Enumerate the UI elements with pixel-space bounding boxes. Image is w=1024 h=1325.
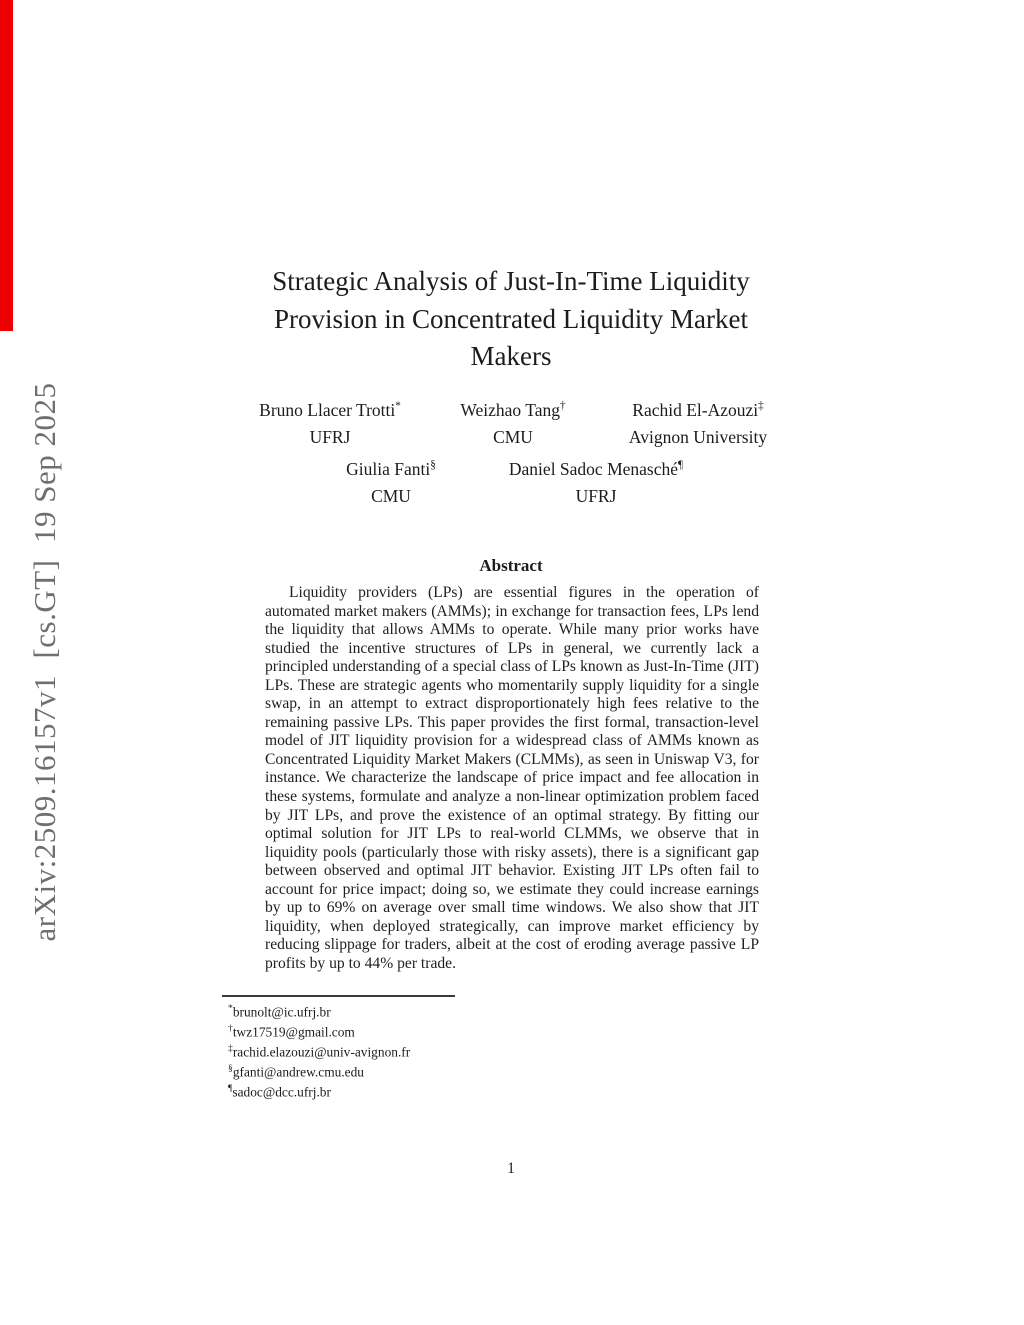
footnote-email: ‡rachid.elazouzi@univ-avignon.fr <box>228 1041 410 1061</box>
author-footnote-marker: † <box>559 400 566 412</box>
author-block: Rachid El-Azouzi‡ Avignon University <box>592 395 804 448</box>
author-footnote-marker: * <box>395 400 401 412</box>
title-line-2: Provision in Concentrated Liquidity Mark… <box>274 303 748 334</box>
author-block: Daniel Sadoc Menasché¶ UFRJ <box>471 454 721 507</box>
footnote-email: †twz17519@gmail.com <box>228 1021 410 1041</box>
title-line-1: Strategic Analysis of Just-In-Time Liqui… <box>272 266 750 296</box>
author-name-text: Weizhao Tang <box>460 399 560 420</box>
author-block: Bruno Llacer Trotti* UFRJ <box>230 395 430 448</box>
footnote-text: gfanti@andrew.cmu.edu <box>232 1064 364 1080</box>
author-name: Rachid El-Azouzi‡ <box>592 395 804 422</box>
author-footnote-marker: ‡ <box>758 400 764 412</box>
footnote-marker: § <box>228 1062 233 1074</box>
author-affiliation: UFRJ <box>309 426 351 447</box>
author-name-text: Rachid El-Azouzi <box>632 399 759 420</box>
page-number: 1 <box>507 1160 515 1177</box>
author-name: Daniel Sadoc Menasché¶ <box>471 454 721 481</box>
footnote-text: twz17519@gmail.com <box>232 1024 355 1040</box>
author-affiliation: UFRJ <box>575 485 617 506</box>
author-affiliation: Avignon University <box>628 426 768 447</box>
footnotes: *brunolt@ic.ufrj.br †twz17519@gmail.com … <box>228 1001 410 1100</box>
footnote-marker: † <box>228 1022 233 1034</box>
footnote-text: rachid.elazouzi@univ-avignon.fr <box>232 1044 411 1060</box>
author-footnote-marker: ¶ <box>678 459 684 471</box>
author-footnote-marker: § <box>430 459 436 471</box>
paper-title: Strategic Analysis of Just-In-Time Liqui… <box>223 263 799 376</box>
footnote-email: ¶sadoc@dcc.ufrj.br <box>228 1081 410 1101</box>
author-name: Weizhao Tang† <box>413 395 613 422</box>
author-block: Weizhao Tang† CMU <box>413 395 613 448</box>
author-name-text: Daniel Sadoc Menasché <box>508 458 679 479</box>
footnote-rule <box>222 995 455 997</box>
abstract-heading: Abstract <box>479 556 543 575</box>
footnote-email: §gfanti@andrew.cmu.edu <box>228 1061 410 1081</box>
footnote-text: brunolt@ic.ufrj.br <box>232 1004 331 1020</box>
author-block: Giulia Fanti§ CMU <box>291 454 491 507</box>
arxiv-watermark: arXiv:2509.16157v1 [cs.GT] 19 Sep 2025 <box>27 382 62 942</box>
abstract-text: Liquidity providers (LPs) are essential … <box>265 584 759 972</box>
footnote-text: sadoc@dcc.ufrj.br <box>232 1083 331 1099</box>
title-line-3: Makers <box>470 341 552 371</box>
footnote-marker: ‡ <box>228 1042 233 1054</box>
author-name-text: Bruno Llacer Trotti <box>259 399 396 420</box>
author-affiliation: CMU <box>371 485 411 506</box>
author-name-text: Giulia Fanti <box>346 458 431 479</box>
author-name: Bruno Llacer Trotti* <box>230 395 430 422</box>
author-name: Giulia Fanti§ <box>291 454 491 481</box>
author-affiliation: CMU <box>493 426 533 447</box>
red-marker-bar <box>0 0 13 331</box>
footnote-email: *brunolt@ic.ufrj.br <box>228 1001 410 1021</box>
footnote-marker: * <box>228 1003 233 1014</box>
footnote-marker: ¶ <box>228 1082 233 1094</box>
